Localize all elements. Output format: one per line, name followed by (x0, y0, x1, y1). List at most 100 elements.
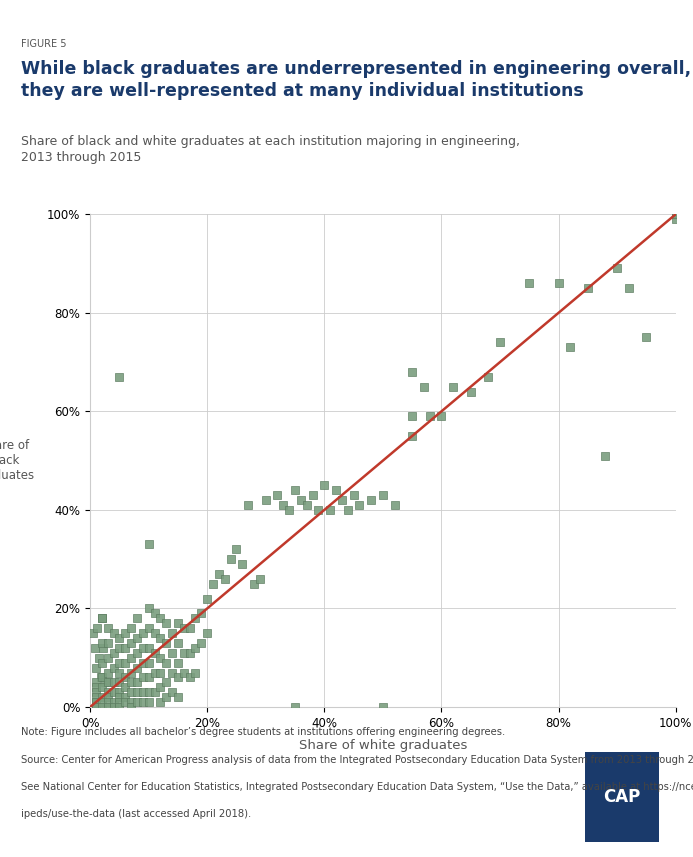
Point (184, 621, 195, 635)
Point (96, 656, 107, 669)
Point (307, 488, 318, 502)
Point (366, 494, 377, 507)
Point (207, 577, 218, 590)
Text: FIGURE 5: FIGURE 5 (21, 39, 67, 49)
Point (465, 385, 476, 399)
Point (143, 656, 155, 669)
Text: While black graduates are underrepresented in engineering overall,
they are well: While black graduates are underrepresent… (21, 60, 691, 99)
Point (114, 686, 125, 699)
Point (600, 449, 611, 463)
Point (623, 281, 634, 295)
Point (125, 636, 137, 650)
Point (132, 631, 143, 644)
Point (295, 494, 306, 507)
Point (132, 686, 143, 699)
Point (102, 695, 113, 709)
Point (407, 429, 418, 443)
Point (95, 670, 106, 684)
Point (114, 370, 125, 384)
Point (120, 641, 131, 655)
Point (102, 691, 113, 704)
Point (161, 616, 172, 630)
Point (173, 636, 184, 650)
Text: Share of black and white graduates at each institution majoring in engineering,
: Share of black and white graduates at ea… (21, 135, 520, 165)
Point (90, 695, 101, 709)
Point (166, 666, 177, 680)
Point (120, 695, 131, 709)
Point (96, 612, 107, 626)
Point (132, 661, 143, 674)
Point (331, 483, 342, 497)
Point (143, 537, 155, 551)
Point (120, 670, 131, 684)
Point (90, 680, 101, 694)
Point (96, 670, 107, 684)
Point (89, 641, 100, 655)
Point (290, 700, 301, 714)
Point (96, 700, 107, 714)
Point (114, 656, 125, 669)
Point (114, 691, 125, 704)
Point (90, 691, 101, 704)
Text: CAP: CAP (603, 788, 640, 806)
Point (272, 488, 283, 502)
Point (125, 700, 137, 714)
Point (161, 691, 172, 704)
Point (155, 695, 166, 709)
Point (96, 636, 107, 650)
Point (120, 691, 131, 704)
Point (108, 695, 119, 709)
Point (419, 380, 430, 393)
Point (260, 494, 271, 507)
Point (143, 670, 155, 684)
Point (114, 700, 125, 714)
Text: Note: Figure includes all bachelor’s degree students at institutions offering en: Note: Figure includes all bachelor’s deg… (21, 727, 505, 737)
Point (184, 670, 195, 684)
Point (120, 626, 131, 640)
Point (96, 680, 107, 694)
Point (108, 686, 119, 699)
Y-axis label: Share of
black
graduates: Share of black graduates (0, 439, 35, 482)
Point (132, 675, 143, 689)
Point (149, 626, 160, 640)
Point (202, 592, 213, 606)
Point (243, 498, 254, 512)
Point (132, 612, 143, 626)
Point (120, 680, 131, 694)
Point (149, 607, 160, 620)
Point (225, 553, 236, 566)
Point (149, 666, 160, 680)
Point (407, 365, 418, 379)
Point (354, 498, 365, 512)
Point (407, 410, 418, 423)
Point (155, 651, 166, 665)
Point (670, 213, 681, 226)
Point (155, 631, 166, 644)
Point (389, 498, 400, 512)
Point (108, 661, 119, 674)
Point (155, 666, 166, 680)
Point (143, 695, 155, 709)
Point (137, 656, 148, 669)
Point (377, 700, 388, 714)
Point (102, 666, 113, 680)
Point (137, 695, 148, 709)
Point (90, 700, 101, 714)
Point (125, 695, 137, 709)
Point (202, 626, 213, 640)
Point (137, 641, 148, 655)
Point (108, 700, 119, 714)
Point (90, 695, 101, 709)
Point (166, 626, 177, 640)
Point (249, 577, 260, 590)
Point (670, 207, 681, 221)
Point (166, 646, 177, 660)
Point (94, 651, 105, 665)
Point (278, 498, 289, 512)
Point (96, 612, 107, 626)
Point (670, 207, 681, 221)
Point (237, 557, 248, 571)
Point (90, 661, 101, 674)
Point (494, 336, 505, 350)
Point (336, 494, 347, 507)
